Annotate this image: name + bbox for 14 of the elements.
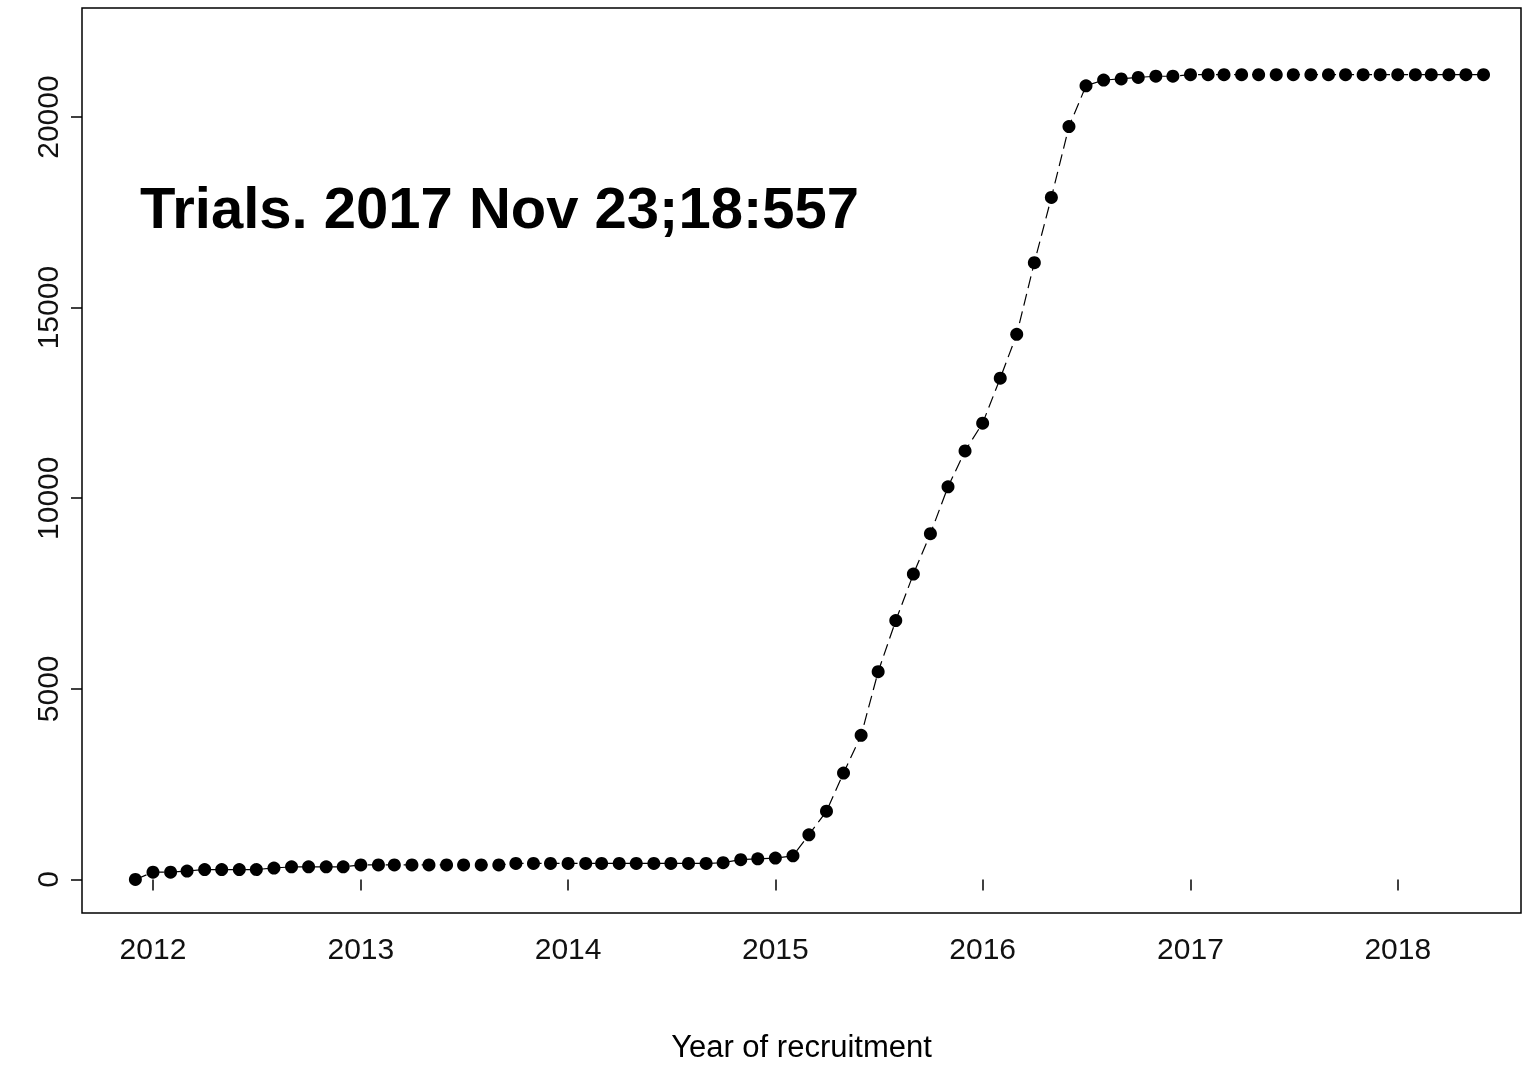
x-tick-label: 2018 — [1364, 931, 1432, 965]
annotation: Trials. 2017 Nov 23;18:557 — [140, 174, 860, 240]
x-tick-label: 2016 — [949, 931, 1017, 965]
y-tick-label: 10000 — [30, 456, 64, 540]
y-tick-label: 0 — [30, 871, 64, 888]
x-tick-label: 2013 — [327, 931, 395, 965]
x-tick-label: 2017 — [1157, 931, 1224, 965]
x-tick-label: 2012 — [119, 931, 187, 965]
y-tick-label: 20000 — [30, 75, 64, 159]
x-tick-label: 2014 — [534, 931, 602, 965]
y-tick-label: 15000 — [30, 265, 64, 350]
x-axis-title: Year of recruitment — [671, 1029, 933, 1064]
x-tick-label: 2015 — [742, 931, 809, 965]
y-tick-label: 5000 — [30, 655, 64, 723]
